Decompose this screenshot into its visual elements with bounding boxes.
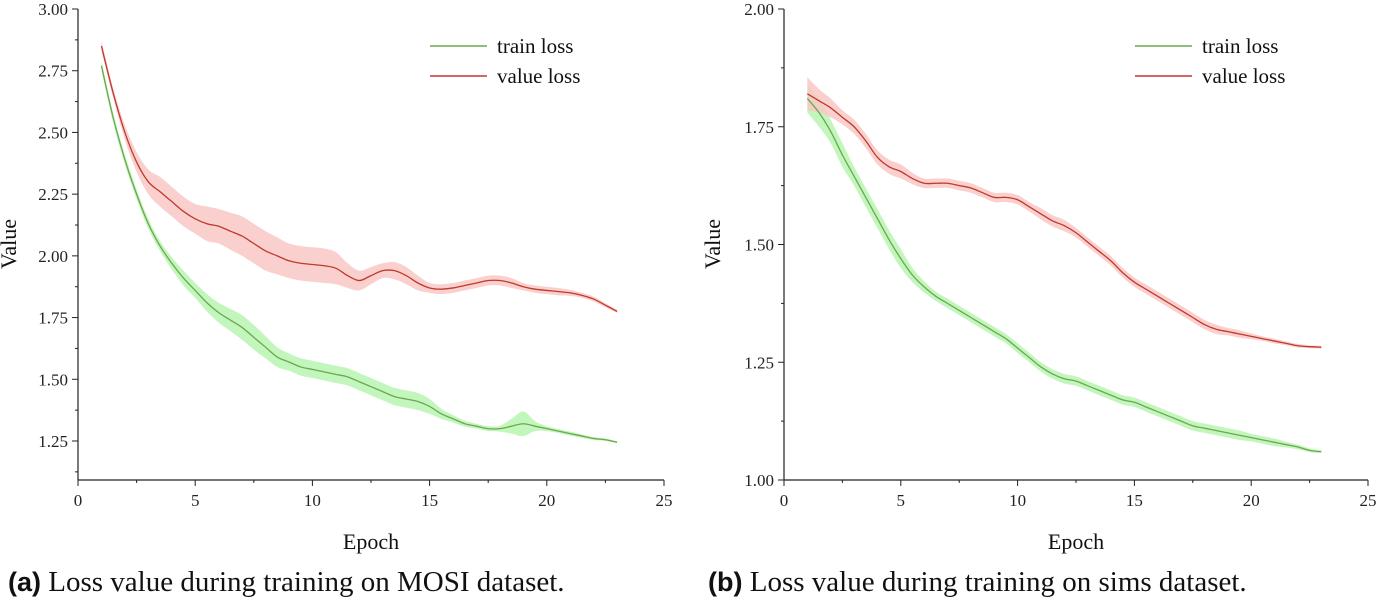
x-tick-label-a-0: 0 [74,491,83,510]
x-tick-label-b-4: 20 [1243,491,1260,510]
band-train-loss-b [807,84,1322,454]
y-tick-label-a-5: 2.50 [38,123,68,142]
chart-b: 1.00 1.25 1.50 1.75 2.00 0 5 10 15 20 25 Epoch Value… [700,0,1377,554]
band-value-loss-a [101,41,618,313]
x-tick-label-b-5: 25 [1360,491,1377,510]
y-tick-label-a-2: 1.75 [38,309,68,328]
caption-b-text: Loss value during training on sims datas… [742,566,1247,598]
legend-label-value-loss-a: value loss [497,64,580,88]
caption-a-text: Loss value during training on MOSI datas… [41,566,565,598]
caption-a-tag: (a) [8,567,41,597]
x-tick-label-b-0: 0 [780,491,789,510]
y-tick-label-a-1: 1.50 [38,370,68,389]
x-tick-label-b-3: 15 [1126,491,1143,510]
caption-b-tag: (b) [708,567,743,597]
x-tick-label-a-5: 25 [656,491,673,510]
x-tick-label-a-3: 15 [421,491,438,510]
y-tick-label-a-7: 3.00 [38,0,68,19]
chart-a: 1.25 1.50 1.75 2.00 2.25 2.50 2.75 3.00 0 5 10 15 20… [0,0,673,554]
x-tick-label-a-1: 5 [191,491,200,510]
x-tick-label-b-2: 10 [1009,491,1026,510]
line-train-loss-a [100,65,618,443]
y-tick-label-a-3: 2.00 [38,247,68,266]
y-tick-label-b-2: 1.50 [744,236,774,255]
y-tick-label-a-4: 2.25 [38,185,68,204]
legend-label-value-loss-b: value loss [1202,64,1285,88]
y-axis-title-b: Value [700,219,725,269]
legend-label-train-loss-b: train loss [1202,34,1278,58]
x-tick-label-a-2: 10 [304,491,321,510]
line-value-loss-a [100,45,618,312]
caption-b: (b) Loss value during training on sims d… [708,566,1247,599]
caption-a: (a) Loss value during training on MOSI d… [8,566,565,599]
legend-label-train-loss-a: train loss [497,34,573,58]
y-tick-label-b-4: 2.00 [744,0,774,19]
x-tick-label-b-1: 5 [897,491,906,510]
x-axis-title-b: Epoch [1048,529,1104,554]
y-tick-label-a-6: 2.75 [38,62,68,81]
band-value-loss-b [807,77,1322,349]
y-tick-label-b-0: 1.00 [744,471,774,490]
y-tick-label-b-3: 1.75 [744,118,774,137]
line-train-loss-b [806,98,1322,453]
x-tick-label-a-4: 20 [538,491,555,510]
y-tick-label-b-1: 1.25 [744,353,774,372]
band-train-loss-a [101,60,618,444]
y-tick-label-a-0: 1.25 [38,432,68,451]
x-axis-title-a: Epoch [343,529,399,554]
y-axis-title-a: Value [0,219,21,269]
line-value-loss-b [807,93,1322,348]
